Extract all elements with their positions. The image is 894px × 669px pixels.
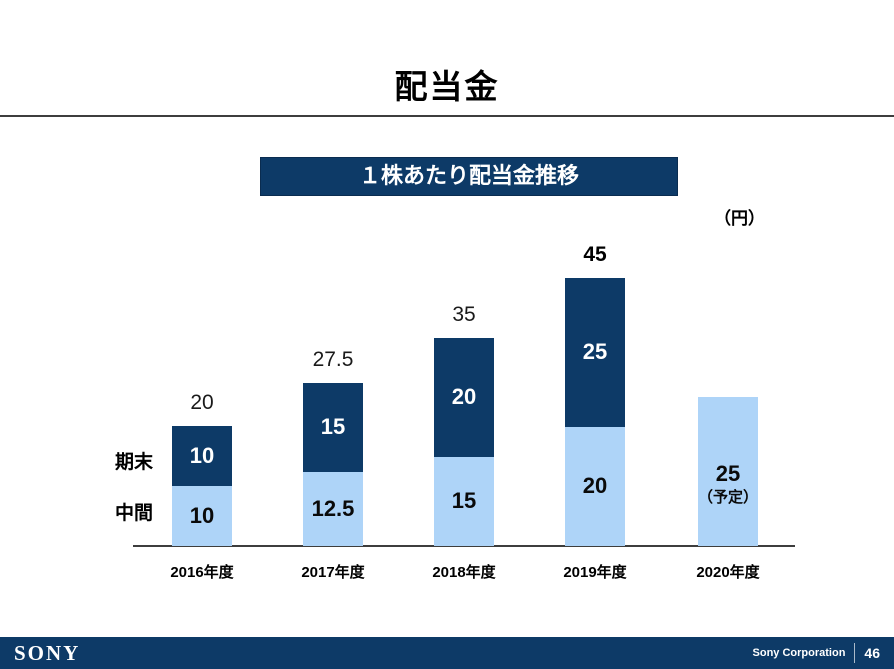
bar-segment-yearend: 20 xyxy=(434,338,494,457)
page-title: 配当金 xyxy=(394,68,500,105)
bar-segment-yearend: 25 xyxy=(565,278,625,427)
bar-segment-yearend: 15 xyxy=(303,383,363,472)
page-number: 46 xyxy=(864,645,880,661)
bar-segment-interim: 15 xyxy=(434,457,494,546)
bar-total-label: 35 xyxy=(452,303,476,326)
x-axis-line xyxy=(133,545,795,547)
x-axis-label: 2017年度 xyxy=(301,564,365,581)
legend-yearend-label: 期末 xyxy=(114,452,153,473)
x-axis-label: 2018年度 xyxy=(432,564,496,581)
interim-sublabel: （予定） xyxy=(698,489,759,507)
x-axis-label: 2020年度 xyxy=(696,564,760,581)
sony-logo: SONY xyxy=(14,640,81,665)
footer-right: Sony Corporation 46 xyxy=(753,643,880,663)
x-axis-label: 2016年度 xyxy=(170,564,234,581)
bar-segment-yearend: 10 xyxy=(172,426,232,486)
bar-segment-interim: 12.5 xyxy=(303,472,363,546)
bar-total-label: 20 xyxy=(190,391,214,414)
unit-label: （円） xyxy=(714,209,765,228)
bar-segment-interim: 20 xyxy=(565,427,625,546)
footer: SONY Sony Corporation 46 xyxy=(0,637,894,669)
interim-value-label: 25 xyxy=(715,461,741,487)
footer-divider xyxy=(854,643,856,663)
chart-title-banner: １株あたり配当金推移 xyxy=(260,157,678,196)
x-axis-label: 2019年度 xyxy=(563,564,627,581)
bar-total-label: 45 xyxy=(583,243,607,266)
bar-total-label: 27.5 xyxy=(312,348,354,371)
bar-segment-interim: 10 xyxy=(172,486,232,546)
bar-segment-interim: 25 （予定） xyxy=(698,397,758,546)
title-divider xyxy=(0,115,894,117)
legend-interim-label: 中間 xyxy=(114,503,153,524)
footer-company-label: Sony Corporation xyxy=(752,647,846,659)
